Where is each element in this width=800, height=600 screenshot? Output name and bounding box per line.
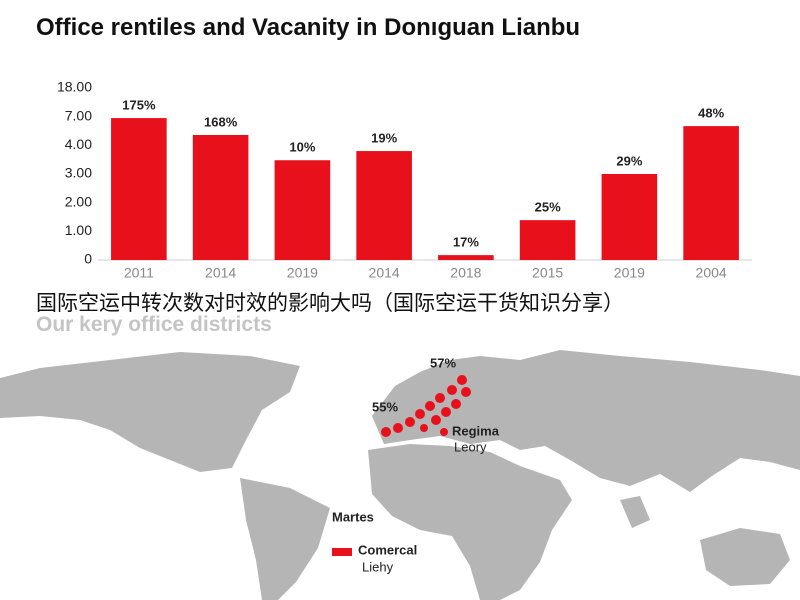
marker bbox=[461, 387, 471, 397]
marker bbox=[451, 399, 461, 409]
x-tick-label: 2014 bbox=[205, 265, 236, 281]
marker bbox=[440, 428, 448, 436]
y-tick-label: 4.00 bbox=[65, 136, 92, 152]
legend-title: Martes bbox=[332, 509, 374, 524]
marker bbox=[415, 409, 425, 419]
bar-annotation: 19% bbox=[371, 131, 397, 146]
y-tick-label: 3.00 bbox=[65, 165, 92, 181]
bar bbox=[192, 135, 249, 260]
map-label: Leory bbox=[454, 439, 487, 454]
marker bbox=[425, 401, 435, 411]
x-tick-label: 2014 bbox=[369, 265, 400, 281]
bar bbox=[601, 174, 658, 260]
bar-annotation: 48% bbox=[698, 106, 724, 121]
legend-swatch bbox=[332, 548, 352, 556]
x-tick-label: 2019 bbox=[614, 265, 645, 281]
land bbox=[700, 528, 790, 586]
land bbox=[620, 496, 650, 528]
bar bbox=[519, 220, 576, 260]
bar-annotation: 29% bbox=[616, 153, 642, 168]
marker bbox=[457, 375, 467, 385]
land bbox=[0, 352, 300, 472]
map-label: Regima bbox=[452, 423, 500, 438]
land bbox=[368, 444, 572, 600]
section-subtitle: Our kery office districts bbox=[36, 313, 272, 336]
bar bbox=[683, 126, 739, 260]
y-tick-label: 2.00 bbox=[65, 193, 92, 209]
y-tick-label: 18.00 bbox=[57, 79, 92, 95]
bar bbox=[111, 118, 167, 260]
bar-annotation: 25% bbox=[535, 200, 561, 215]
marker bbox=[393, 423, 403, 433]
map-label: 55% bbox=[372, 399, 398, 414]
office-markers bbox=[332, 375, 471, 556]
land bbox=[240, 478, 330, 600]
bar-annotation: 175% bbox=[122, 98, 156, 113]
legend-label: Comercal bbox=[358, 542, 417, 557]
marker bbox=[431, 415, 441, 425]
map-label: 57% bbox=[430, 355, 456, 370]
bar-annotation: 168% bbox=[204, 114, 238, 129]
y-tick-label: 7.00 bbox=[65, 107, 92, 123]
x-tick-label: 2019 bbox=[287, 265, 318, 281]
bar bbox=[438, 255, 494, 260]
marker bbox=[435, 393, 445, 403]
x-tick-label: 2018 bbox=[450, 265, 481, 281]
x-tick-label: 2015 bbox=[532, 265, 563, 281]
marker bbox=[420, 424, 428, 432]
marker bbox=[441, 407, 451, 417]
y-tick-label: 1.00 bbox=[65, 222, 92, 238]
world-map bbox=[0, 350, 800, 600]
x-tick-label: 2004 bbox=[696, 265, 727, 281]
marker bbox=[381, 427, 391, 437]
overlay-caption: 国际空运中转次数对时效的影响大吗（国际空运干货知识分享） bbox=[36, 292, 624, 315]
legend-label: Liehy bbox=[362, 559, 394, 574]
bar-annotation: 10% bbox=[289, 140, 315, 155]
bar bbox=[356, 151, 412, 260]
marker bbox=[447, 385, 457, 395]
bar bbox=[274, 160, 331, 260]
y-tick-label: 0 bbox=[84, 251, 92, 267]
marker bbox=[405, 417, 415, 427]
bar-annotation: 17% bbox=[453, 235, 479, 250]
chart-title: Office rentiles and Vacanity in Donıguan… bbox=[36, 14, 581, 41]
x-tick-label: 2011 bbox=[124, 265, 154, 281]
land bbox=[372, 350, 800, 492]
